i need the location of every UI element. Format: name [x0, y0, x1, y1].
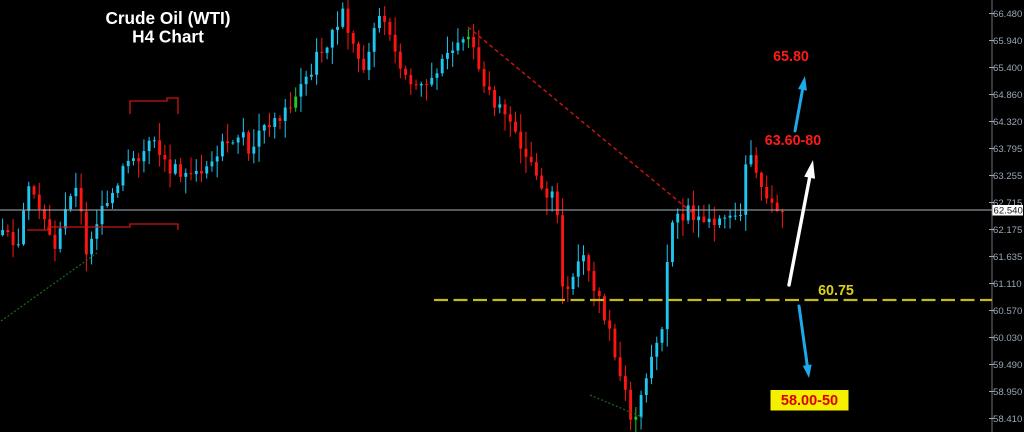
svg-text:60.570: 60.570 [993, 306, 1022, 317]
svg-text:61.110: 61.110 [993, 279, 1022, 290]
svg-text:58.410: 58.410 [993, 414, 1022, 425]
svg-text:61.635: 61.635 [993, 252, 1022, 263]
svg-text:65.80: 65.80 [773, 49, 809, 65]
svg-text:63.795: 63.795 [993, 144, 1022, 155]
svg-text:65.400: 65.400 [993, 63, 1022, 74]
svg-text:60.75: 60.75 [818, 283, 854, 299]
svg-text:59.490: 59.490 [993, 360, 1022, 371]
svg-text:66.480: 66.480 [993, 9, 1022, 20]
svg-text:62.540: 62.540 [994, 205, 1023, 216]
svg-text:H4 Chart: H4 Chart [132, 26, 204, 46]
svg-text:65.940: 65.940 [993, 36, 1022, 47]
svg-text:58.00-50: 58.00-50 [781, 393, 838, 409]
svg-text:60.030: 60.030 [993, 333, 1022, 344]
svg-text:63.60-80: 63.60-80 [765, 133, 821, 149]
svg-text:64.860: 64.860 [993, 90, 1022, 101]
svg-text:58.950: 58.950 [993, 387, 1022, 398]
svg-text:62.175: 62.175 [993, 225, 1022, 236]
svg-text:64.320: 64.320 [993, 117, 1022, 128]
svg-text:63.255: 63.255 [993, 171, 1022, 182]
svg-text:Crude Oil (WTI): Crude Oil (WTI) [105, 8, 230, 28]
